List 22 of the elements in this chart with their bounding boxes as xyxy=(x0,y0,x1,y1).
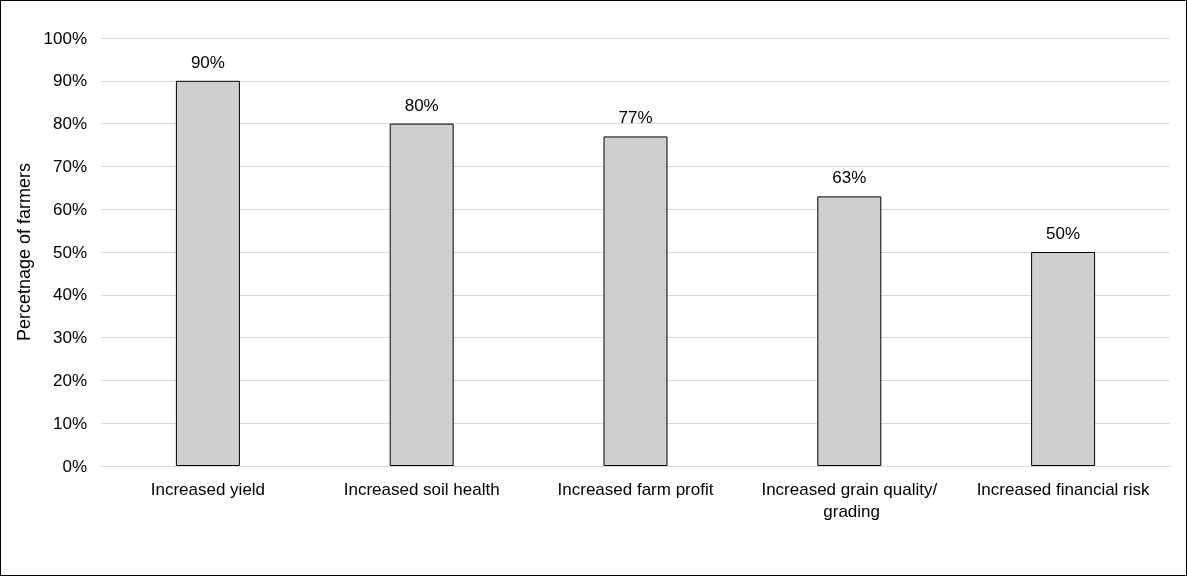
y-tick-label: 10% xyxy=(52,413,87,433)
y-tick-label: 90% xyxy=(52,71,87,91)
x-tick-label: Increased farm profit xyxy=(557,479,714,499)
y-tick-label: 100% xyxy=(43,28,87,48)
data-label: 80% xyxy=(404,95,439,115)
y-tick-label: 30% xyxy=(52,328,87,348)
y-tick-label: 50% xyxy=(52,242,87,262)
y-tick-label: 70% xyxy=(52,156,87,176)
y-tick-label: 0% xyxy=(62,456,87,476)
y-tick-label: 40% xyxy=(52,285,87,305)
y-axis-title: Percetnage of farmers xyxy=(13,162,34,342)
x-tick-label: Increased yield xyxy=(150,479,266,499)
y-tick-label: 80% xyxy=(52,114,87,134)
data-label: 50% xyxy=(1046,224,1081,243)
data-label: 77% xyxy=(618,108,653,128)
y-tick-label: 20% xyxy=(52,370,87,390)
x-tick-label: Increased soil health xyxy=(343,479,500,499)
x-tick-label: Increased grain quality/ grading xyxy=(761,479,938,521)
y-tick-label: 60% xyxy=(52,199,87,219)
data-label: 90% xyxy=(190,52,225,72)
data-label: 63% xyxy=(832,168,867,188)
x-tick-label: Increased financial risk xyxy=(976,479,1151,499)
